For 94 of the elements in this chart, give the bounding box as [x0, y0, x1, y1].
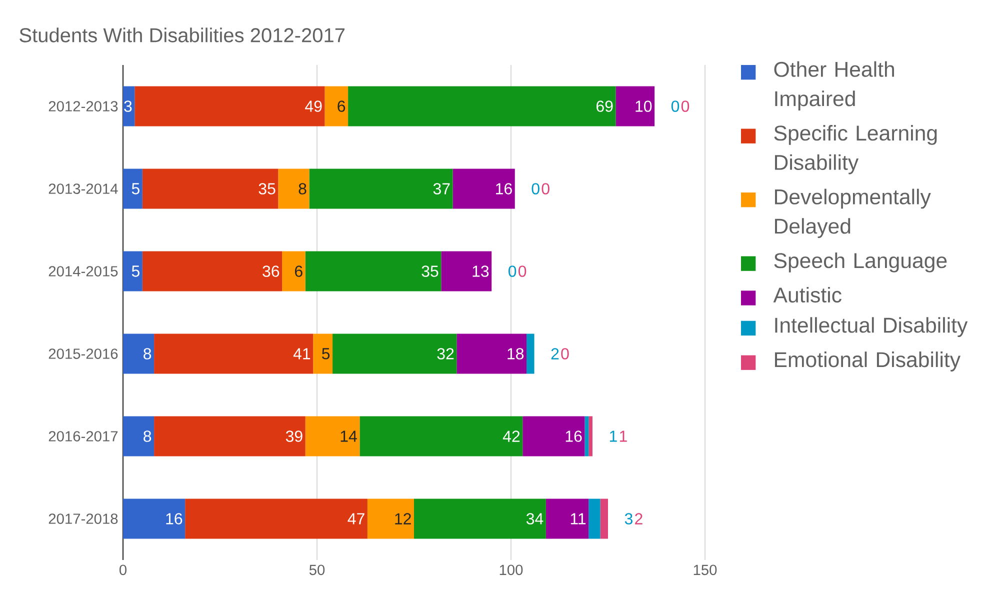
- data-label: 34: [526, 513, 544, 524]
- chart-title: Students With Disabilities 2012-2017: [20, 28, 344, 42]
- bar: [588, 498, 600, 539]
- data-label: 0: [542, 183, 550, 194]
- bar: [123, 168, 142, 209]
- data-label: 36: [262, 266, 280, 277]
- data-label: 3: [124, 100, 132, 112]
- legend-label: Autistic: [773, 286, 842, 303]
- bar: [134, 86, 325, 126]
- data-label: 49: [305, 100, 322, 112]
- data-label: 1: [620, 430, 627, 442]
- data-label: 5: [132, 266, 140, 277]
- y-tick-label: 2017-2018: [48, 514, 118, 524]
- bar: [526, 334, 534, 374]
- legend-label: Developmentally Delayed: [775, 188, 931, 238]
- bar: [348, 86, 616, 126]
- bar: [154, 416, 306, 456]
- x-tick-label: 0: [119, 564, 126, 576]
- legend-label: Specific Learning Disability: [774, 125, 937, 174]
- data-label: 5: [322, 348, 330, 360]
- bar: [305, 251, 442, 292]
- y-tick-label: 2014-2015: [48, 266, 118, 276]
- data-label: 16: [496, 183, 512, 194]
- bar: [584, 416, 589, 456]
- bar: [360, 416, 523, 456]
- data-label: 16: [166, 513, 182, 524]
- x-tick-label: 50: [309, 564, 325, 576]
- bar: [282, 251, 306, 292]
- bar: [123, 334, 154, 374]
- data-label: 6: [338, 100, 346, 112]
- bar: [332, 334, 457, 374]
- bar: [367, 498, 414, 539]
- data-label: 11: [570, 513, 586, 524]
- bar: [185, 498, 368, 539]
- data-label: 41: [293, 348, 310, 360]
- bar: [616, 86, 655, 126]
- data-label: 69: [596, 100, 613, 112]
- data-label: 8: [144, 348, 152, 360]
- bar: [588, 416, 592, 456]
- data-label: 32: [437, 348, 454, 360]
- bar: [142, 251, 282, 292]
- bar: [278, 168, 310, 209]
- x-tick-label: 150: [694, 564, 717, 576]
- data-label: 0: [532, 183, 540, 194]
- legend-label: Intellectual Disability: [775, 317, 968, 338]
- data-label: 3: [624, 513, 632, 524]
- bar: [600, 498, 608, 539]
- data-label: 16: [566, 430, 582, 442]
- bar: [313, 334, 333, 374]
- data-label: 0: [671, 100, 680, 112]
- y-tick-label: 2015-2016: [48, 348, 118, 359]
- data-label: 5: [132, 183, 140, 194]
- bar: [123, 498, 186, 539]
- data-label: 0: [561, 348, 569, 360]
- bar: [452, 168, 515, 209]
- data-label: 0: [508, 266, 516, 277]
- legend-label: Other Health Impaired: [774, 61, 894, 110]
- bar: [309, 168, 453, 209]
- data-label: 2: [551, 348, 559, 360]
- data-label: 10: [636, 100, 652, 112]
- bar: [456, 334, 527, 374]
- data-label: 0: [518, 266, 526, 277]
- data-label: 12: [395, 513, 411, 524]
- data-label: 47: [348, 513, 364, 524]
- x-tick-label: 100: [500, 564, 523, 576]
- data-label: 42: [502, 430, 520, 442]
- bar: [324, 86, 348, 126]
- bar: [123, 416, 154, 456]
- data-label: 37: [433, 183, 450, 194]
- bar: [154, 334, 314, 374]
- bar: [414, 498, 546, 539]
- data-label: 8: [144, 430, 152, 442]
- bar: [546, 498, 589, 539]
- data-label: 0: [681, 100, 690, 112]
- bar: [522, 416, 585, 456]
- data-label: 1: [610, 430, 617, 442]
- bar: [142, 168, 278, 209]
- legend-label: Speech Language: [774, 252, 947, 272]
- data-label: 39: [286, 430, 302, 442]
- data-label: 8: [298, 183, 306, 194]
- bar: [441, 251, 492, 292]
- bar: [123, 251, 142, 292]
- data-label: 35: [422, 266, 438, 277]
- data-label: 14: [340, 430, 357, 442]
- data-label: 18: [508, 348, 524, 360]
- y-tick-label: 2016-2017: [48, 431, 118, 442]
- legend-label: Emotional Disability: [775, 352, 960, 372]
- y-tick-label: 2013-2014: [48, 184, 118, 194]
- data-label: 13: [472, 266, 489, 277]
- data-label: 35: [258, 183, 276, 194]
- data-label: 2: [635, 513, 642, 524]
- data-label: 6: [295, 266, 302, 277]
- bar: [305, 416, 360, 456]
- y-tick-label: 2012-2013: [48, 101, 118, 112]
